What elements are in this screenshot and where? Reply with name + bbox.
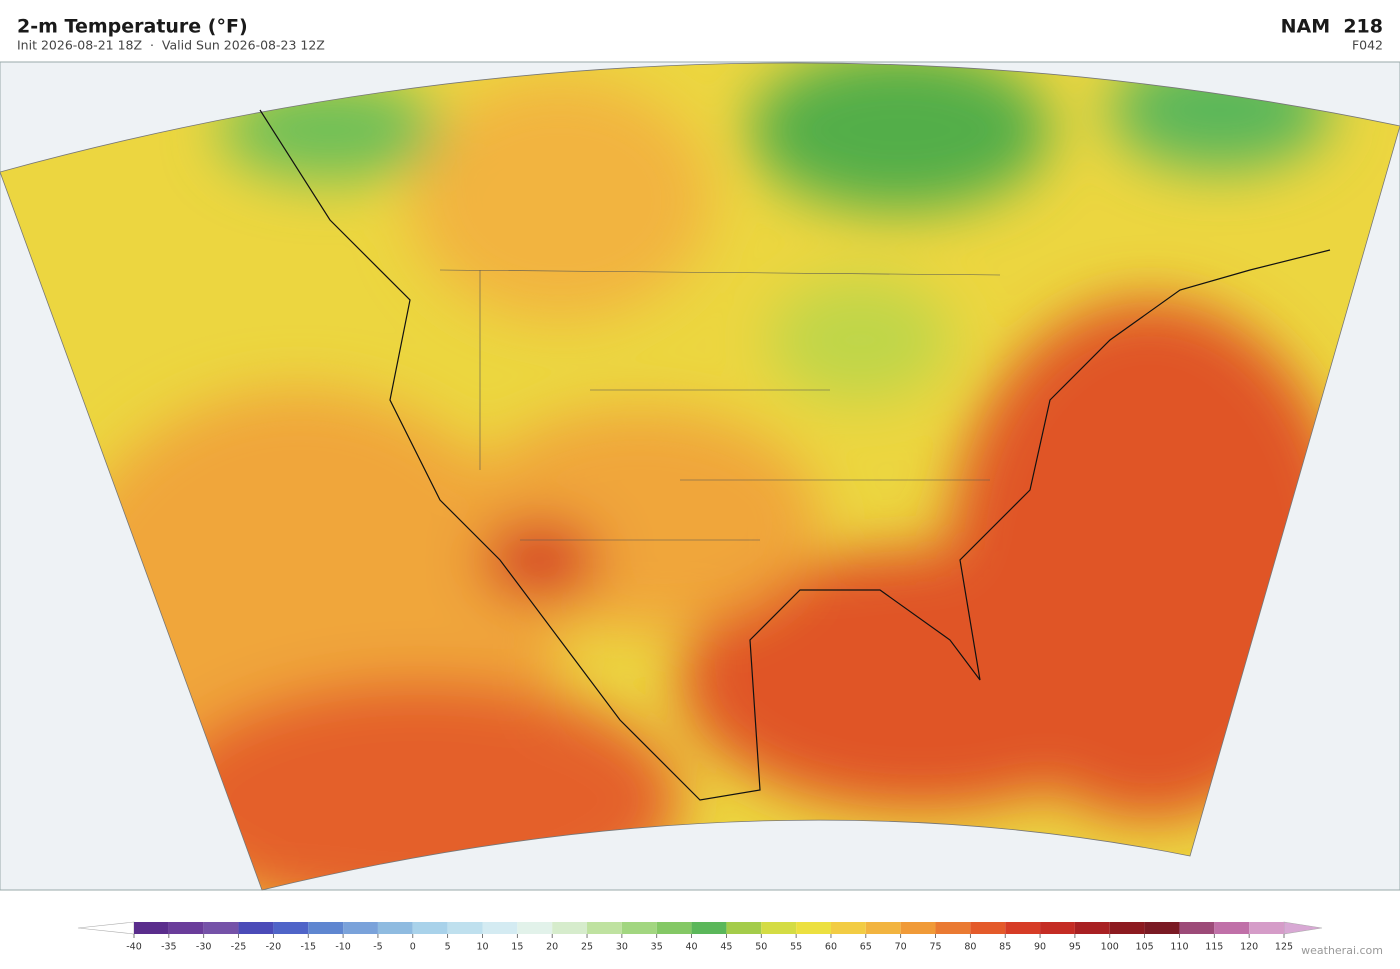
colorbar-bin xyxy=(134,922,169,934)
colorbar-bin xyxy=(1040,922,1075,934)
colorbar-bin xyxy=(377,922,413,934)
colorbar-bin xyxy=(308,922,344,934)
colorbar-bin xyxy=(1109,922,1145,934)
colorbar-tick-label: 110 xyxy=(1170,942,1188,953)
colorbar-tick-label: 50 xyxy=(755,942,767,953)
temperature-field xyxy=(0,62,1400,890)
colorbar-tick-label: 100 xyxy=(1101,942,1119,953)
borders xyxy=(439,269,1001,541)
colorbar-bin xyxy=(482,922,518,934)
colorbar-tick-label: 30 xyxy=(616,942,628,953)
subtitle: Init 2026-08-21 18Z · Valid Sun 2026-08-… xyxy=(17,38,325,53)
forecast-hour: F042 xyxy=(1352,38,1383,53)
colorbar-bin xyxy=(621,922,657,934)
colorbar-bin xyxy=(203,922,239,934)
colorbar-tick-label: -15 xyxy=(300,942,316,953)
colorbar-tick-label: -30 xyxy=(196,942,212,953)
colorbar-tick-label: 125 xyxy=(1275,942,1293,953)
colorbar-over xyxy=(1283,921,1323,935)
colorbar-tick-label: 80 xyxy=(964,942,976,953)
colorbar-bin xyxy=(168,922,204,934)
colorbar-tick-label: 65 xyxy=(860,942,872,953)
colorbar-bin xyxy=(761,922,797,934)
colorbar-bin xyxy=(865,922,901,934)
colorbar-bin xyxy=(273,922,309,934)
colorbar-bin xyxy=(1074,922,1110,934)
colorbar-bin xyxy=(517,922,553,934)
model-name: NAM 218 xyxy=(1281,16,1383,38)
colorbar-bin xyxy=(1249,922,1284,934)
colorbar-bin xyxy=(796,922,831,934)
colorbar-bin xyxy=(726,922,762,934)
colorbar-tick-label: -35 xyxy=(161,942,177,953)
colorbar: -40 -35 -30 -25 -20 -15 -10 -5 0 5 10 15 20 25 30 35 40 4… xyxy=(77,921,1323,953)
colorbar-tick-label: 70 xyxy=(895,942,907,953)
title: 2-m Temperature (°F) xyxy=(17,16,248,38)
colorbar-bin xyxy=(447,922,483,934)
colorbar-tick-label: 120 xyxy=(1240,942,1258,953)
colorbar-tick-label: 105 xyxy=(1136,942,1154,953)
colorbar-tick-label: 20 xyxy=(546,942,558,953)
colorbar-bin xyxy=(1144,922,1180,934)
coastline xyxy=(259,109,1331,801)
colorbar-bin xyxy=(587,922,622,934)
colorbar-bin xyxy=(1005,922,1041,934)
colorbar-tick-label: -25 xyxy=(231,942,247,953)
colorbar-tick-label: 60 xyxy=(825,942,837,953)
colorbar-tick-label: -5 xyxy=(373,942,382,953)
colorbar-bin xyxy=(552,922,588,934)
colorbar-bin xyxy=(238,922,274,934)
colorbar-tick-label: 85 xyxy=(999,942,1011,953)
colorbar-bin xyxy=(900,922,936,934)
colorbar-tick-label: 35 xyxy=(651,942,663,953)
colorbar-tick-label: -40 xyxy=(126,942,142,953)
colorbar-tick-label: -10 xyxy=(335,942,351,953)
colorbar-tick-label: 95 xyxy=(1069,942,1081,953)
colorbar-tick-label: 55 xyxy=(790,942,802,953)
colorbar-bin xyxy=(1214,922,1250,934)
colorbar-bin xyxy=(691,922,727,934)
colorbar-bin xyxy=(1179,922,1215,934)
colorbar-tick-label: 75 xyxy=(929,942,941,953)
colorbar-tick-label: 0 xyxy=(410,942,416,953)
colorbar-tick-label: 10 xyxy=(476,942,488,953)
colorbar-bin xyxy=(656,922,692,934)
colorbar-bin xyxy=(830,922,866,934)
colorbar-bin xyxy=(343,922,378,934)
colorbar-tick-label: 90 xyxy=(1034,942,1046,953)
colorbar-tick-label: 45 xyxy=(720,942,732,953)
colorbar-tick-label: -20 xyxy=(266,942,282,953)
watermark: weatherai.com xyxy=(1301,944,1383,957)
colorbar-tick-label: 40 xyxy=(686,942,698,953)
map xyxy=(0,61,1400,891)
colorbar-tick-label: 115 xyxy=(1205,942,1223,953)
colorbar-tick-label: 5 xyxy=(445,942,451,953)
colorbar-bin xyxy=(412,922,448,934)
colorbar-under xyxy=(77,921,135,935)
colorbar-tick-label: 25 xyxy=(581,942,593,953)
colorbar-tick-label: 15 xyxy=(511,942,523,953)
colorbar-bin xyxy=(970,922,1006,934)
colorbar-bin xyxy=(935,922,971,934)
